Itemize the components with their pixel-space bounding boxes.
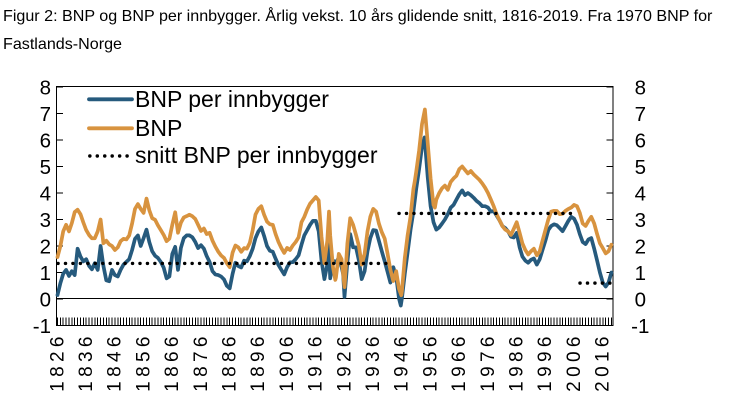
svg-text:2006: 2006	[564, 332, 585, 392]
svg-text:2: 2	[635, 235, 646, 258]
svg-text:BNP per innbygger: BNP per innbygger	[135, 86, 329, 112]
svg-text:1946: 1946	[392, 332, 413, 392]
svg-text:1956: 1956	[420, 332, 441, 392]
svg-text:snitt BNP per innbygger: snitt BNP per innbygger	[135, 142, 378, 168]
svg-text:1936: 1936	[363, 332, 384, 392]
svg-text:8: 8	[40, 76, 51, 99]
svg-text:7: 7	[635, 103, 646, 126]
svg-text:4: 4	[635, 182, 646, 205]
svg-text:7: 7	[40, 103, 51, 126]
svg-text:1: 1	[635, 262, 646, 285]
svg-text:1826: 1826	[47, 332, 68, 392]
svg-text:BNP: BNP	[135, 115, 182, 141]
svg-text:1996: 1996	[535, 332, 556, 392]
svg-text:1: 1	[40, 262, 51, 285]
svg-text:3: 3	[40, 209, 51, 232]
svg-text:1876: 1876	[191, 332, 212, 392]
svg-text:2: 2	[40, 235, 51, 258]
svg-text:5: 5	[635, 156, 646, 179]
svg-text:6: 6	[635, 129, 646, 152]
svg-text:2016: 2016	[593, 332, 614, 392]
svg-text:4: 4	[40, 182, 51, 205]
svg-text:1856: 1856	[133, 332, 154, 392]
svg-text:-1: -1	[33, 315, 51, 338]
svg-text:0: 0	[40, 288, 51, 311]
svg-text:5: 5	[40, 156, 51, 179]
svg-text:1866: 1866	[162, 332, 183, 392]
svg-text:1846: 1846	[105, 332, 126, 392]
svg-text:1836: 1836	[76, 332, 97, 392]
svg-text:1966: 1966	[449, 332, 470, 392]
svg-text:1886: 1886	[220, 332, 241, 392]
svg-text:1896: 1896	[248, 332, 269, 392]
svg-text:1926: 1926	[334, 332, 355, 392]
svg-text:1976: 1976	[478, 332, 499, 392]
svg-text:1986: 1986	[507, 332, 528, 392]
svg-text:8: 8	[635, 76, 646, 99]
svg-text:6: 6	[40, 129, 51, 152]
svg-text:0: 0	[635, 288, 646, 311]
svg-text:3: 3	[635, 209, 646, 232]
svg-text:1916: 1916	[306, 332, 327, 392]
svg-text:-1: -1	[631, 315, 649, 338]
svg-text:1906: 1906	[277, 332, 298, 392]
